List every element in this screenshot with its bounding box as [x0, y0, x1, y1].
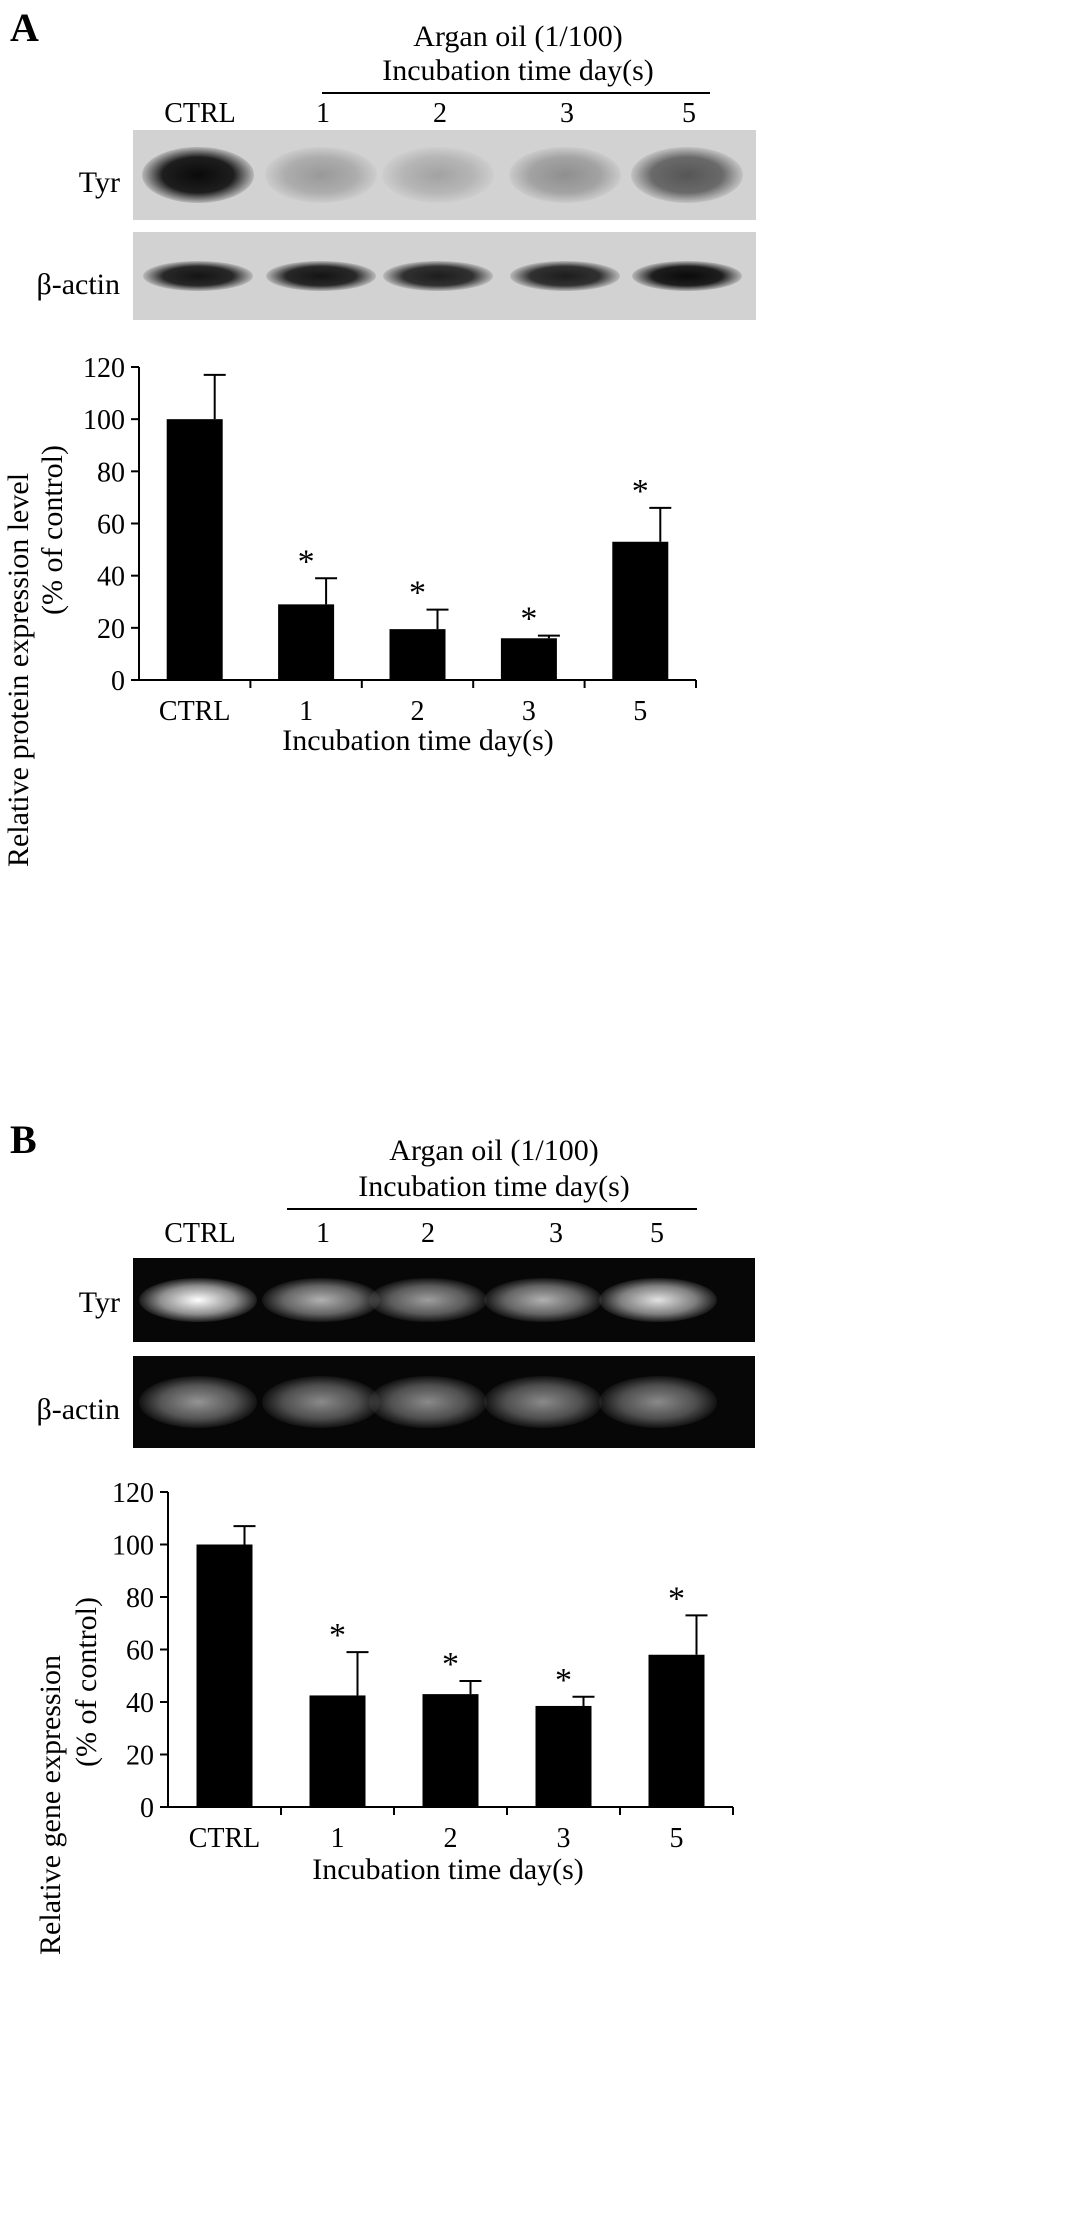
bar [648, 1654, 705, 1807]
panel-a: A Argan oil (1/100) Incubation time day(… [0, 0, 1087, 1110]
y-axis-label-unit: (% of control) [70, 1597, 103, 1767]
significance-marker: * [409, 575, 426, 612]
treatment-bracket-line [322, 92, 710, 94]
panel-letter: B [10, 1117, 37, 1162]
treatment-label: Argan oil (1/100) [413, 20, 623, 53]
gel-image-tyr [133, 1258, 755, 1342]
x-tick-label: 2 [411, 696, 425, 727]
blot-band [139, 1376, 257, 1428]
y-tick-label: 100 [112, 1531, 154, 1562]
panel-b: B Argan oil (1/100) Incubation time day(… [0, 1110, 1087, 2229]
x-tick-label: 3 [557, 1823, 571, 1854]
y-tick-label: 80 [126, 1583, 154, 1614]
x-tick-label: 5 [633, 696, 647, 727]
y-tick-label: 20 [126, 1741, 154, 1772]
x-tick-label: 1 [331, 1823, 345, 1854]
y-axis-label: Relative gene expression [34, 1655, 67, 1955]
bar [535, 1705, 592, 1807]
x-axis-label: Incubation time day(s) [282, 724, 554, 757]
bar [278, 604, 335, 680]
x-axis-label: Incubation time day(s) [312, 1853, 584, 1886]
blot-band [142, 147, 254, 203]
blot-band [632, 261, 742, 291]
significance-marker: * [442, 1646, 459, 1683]
y-tick-label: 40 [126, 1688, 154, 1719]
blot-band [369, 1278, 487, 1322]
x-tick-label: 5 [670, 1823, 684, 1854]
blot-band [383, 261, 493, 291]
blot-row-label-tyr: Tyr [78, 166, 120, 199]
x-tick-label: 2 [444, 1823, 458, 1854]
x-tick-label: 1 [299, 696, 313, 727]
bar [500, 638, 557, 680]
bar [612, 541, 669, 680]
lane-label: 2 [433, 98, 447, 129]
y-tick-label: 0 [140, 1793, 154, 1824]
bar [166, 419, 223, 680]
blot-band [369, 1376, 487, 1428]
bar [422, 1694, 479, 1807]
blot-band [139, 1278, 257, 1322]
y-tick-label: 40 [97, 562, 125, 593]
blot-band [510, 261, 620, 291]
y-axis-label-unit: (% of control) [36, 445, 69, 615]
lane-label: 3 [560, 98, 574, 129]
panel-letter: A [10, 5, 39, 50]
significance-marker: * [520, 601, 537, 638]
y-tick-label: 60 [126, 1636, 154, 1667]
y-tick-label: 20 [97, 614, 125, 645]
significance-marker: * [298, 543, 315, 580]
blot-row-label-actin: β-actin [36, 1393, 120, 1426]
western-blot-tyr [133, 130, 756, 220]
gel-image-actin [133, 1356, 755, 1448]
blot-band [262, 1376, 380, 1428]
treatment-sublabel: Incubation time day(s) [382, 54, 654, 87]
significance-marker: * [555, 1662, 572, 1699]
lane-label: 5 [682, 98, 696, 129]
lane-label: CTRL [164, 98, 236, 129]
blot-band [484, 1376, 602, 1428]
blot-band [631, 147, 743, 203]
x-tick-label: CTRL [189, 1823, 261, 1854]
significance-marker: * [329, 1617, 346, 1654]
blot-band [599, 1278, 717, 1322]
y-tick-label: 100 [83, 405, 125, 436]
x-tick-label: 3 [522, 696, 536, 727]
treatment-bracket-line [287, 1208, 697, 1210]
y-tick-label: 80 [97, 457, 125, 488]
lane-label: 2 [421, 1218, 435, 1249]
blot-band [262, 1278, 380, 1322]
bar [309, 1695, 366, 1807]
blot-band [266, 261, 376, 291]
significance-marker: * [668, 1580, 685, 1617]
blot-row-label-actin: β-actin [36, 268, 120, 301]
blot-band [599, 1376, 717, 1428]
western-blot-actin [133, 232, 756, 320]
y-axis-label: Relative protein expression level [2, 473, 35, 867]
treatment-label: Argan oil (1/100) [389, 1134, 599, 1167]
lane-label: 1 [316, 98, 330, 129]
y-tick-label: 120 [83, 353, 125, 384]
bar [389, 629, 446, 680]
lane-label: CTRL [164, 1218, 236, 1249]
bar-chart-protein: 0 20 40 60 80 100 120 CTRL 1 * 2 * 3 * 5 * Relative pro… [2, 353, 697, 867]
bar [196, 1544, 253, 1807]
bar-chart-gene: 0 20 40 60 80 100 120 CTRL 1 * 2 * 3 * 5 * Relative gen… [34, 1478, 734, 1955]
y-tick-label: 120 [112, 1478, 154, 1509]
blot-row-label-tyr: Tyr [78, 1286, 120, 1319]
blot-band [509, 147, 621, 203]
lane-label: 1 [316, 1218, 330, 1249]
y-tick-label: 60 [97, 510, 125, 541]
blot-band [143, 261, 253, 291]
blot-band [265, 147, 377, 203]
lane-label: 3 [549, 1218, 563, 1249]
blot-band [484, 1278, 602, 1322]
y-tick-label: 0 [111, 666, 125, 697]
lane-label: 5 [650, 1218, 664, 1249]
blot-band [382, 147, 494, 203]
significance-marker: * [632, 473, 649, 510]
x-tick-label: CTRL [159, 696, 231, 727]
treatment-sublabel: Incubation time day(s) [358, 1170, 630, 1203]
